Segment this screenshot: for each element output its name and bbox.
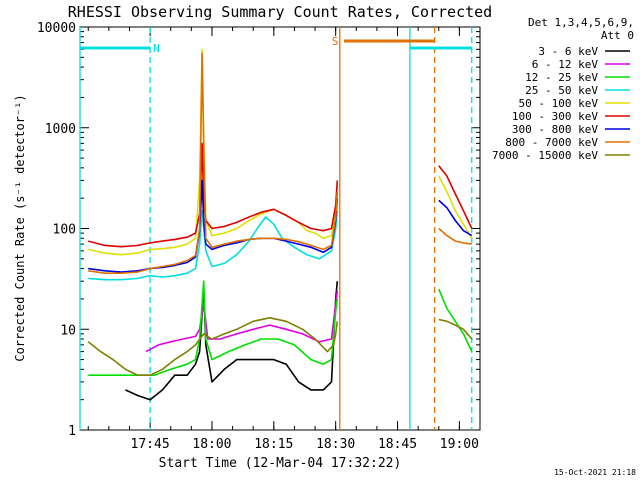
x-tick-label: 17:45 <box>131 437 170 452</box>
attenuator-label: S <box>332 35 339 48</box>
legend-label: 800 - 7000 keV <box>505 136 598 149</box>
series-line <box>88 210 339 281</box>
series-line <box>145 290 339 353</box>
x-tick-label: 18:00 <box>192 437 231 452</box>
series-line <box>87 317 473 376</box>
legend-label: 100 - 300 keV <box>512 110 598 123</box>
plot-area: 10000 1000 100 10 1 17:45 18:00 18:15 18:30 18:45… <box>37 21 481 452</box>
legend-header-line-1: Det 1,3,4,5,6,9, <box>528 16 634 29</box>
y-tick-label: 1000 <box>45 122 76 137</box>
legend-header-line-2: Att 0 <box>601 29 634 42</box>
x-axis-label: Start Time (12-Mar-04 17:32:22) <box>159 456 402 471</box>
legend-label: 25 - 50 keV <box>525 84 598 97</box>
series-line <box>125 281 339 401</box>
attenuator-label: N <box>153 42 160 55</box>
legend-label: 3 - 6 keV <box>538 45 598 58</box>
y-tick-label: 100 <box>53 223 76 238</box>
x-tick-label: 19:00 <box>440 437 479 452</box>
legend-label: 6 - 12 keV <box>532 58 599 71</box>
plot-frame <box>79 26 481 431</box>
y-tick-label: 10 <box>60 323 76 338</box>
chart-title: RHESSI Observing Summary Count Rates, Co… <box>68 3 492 21</box>
series-line <box>87 142 473 248</box>
legend-label: 7000 - 15000 keV <box>492 149 598 162</box>
legend-label: 300 - 800 keV <box>512 123 598 136</box>
y-axis-label: Corrected Count Rate (s⁻¹ detector⁻¹) <box>13 94 27 361</box>
x-tick-label: 18:30 <box>316 437 355 452</box>
legend-label: 12 - 25 keV <box>525 71 598 84</box>
legend-label: 50 - 100 keV <box>519 97 599 110</box>
series-line <box>88 48 473 256</box>
series-line <box>88 179 473 273</box>
y-tick-label: 10000 <box>37 21 76 36</box>
footer-date: 15-Oct-2021 21:18 <box>554 468 636 477</box>
x-tick-label: 18:15 <box>254 437 293 452</box>
x-tick-label: 18:45 <box>378 437 417 452</box>
series-line <box>88 52 472 274</box>
y-tick-label: 1 <box>68 424 76 439</box>
